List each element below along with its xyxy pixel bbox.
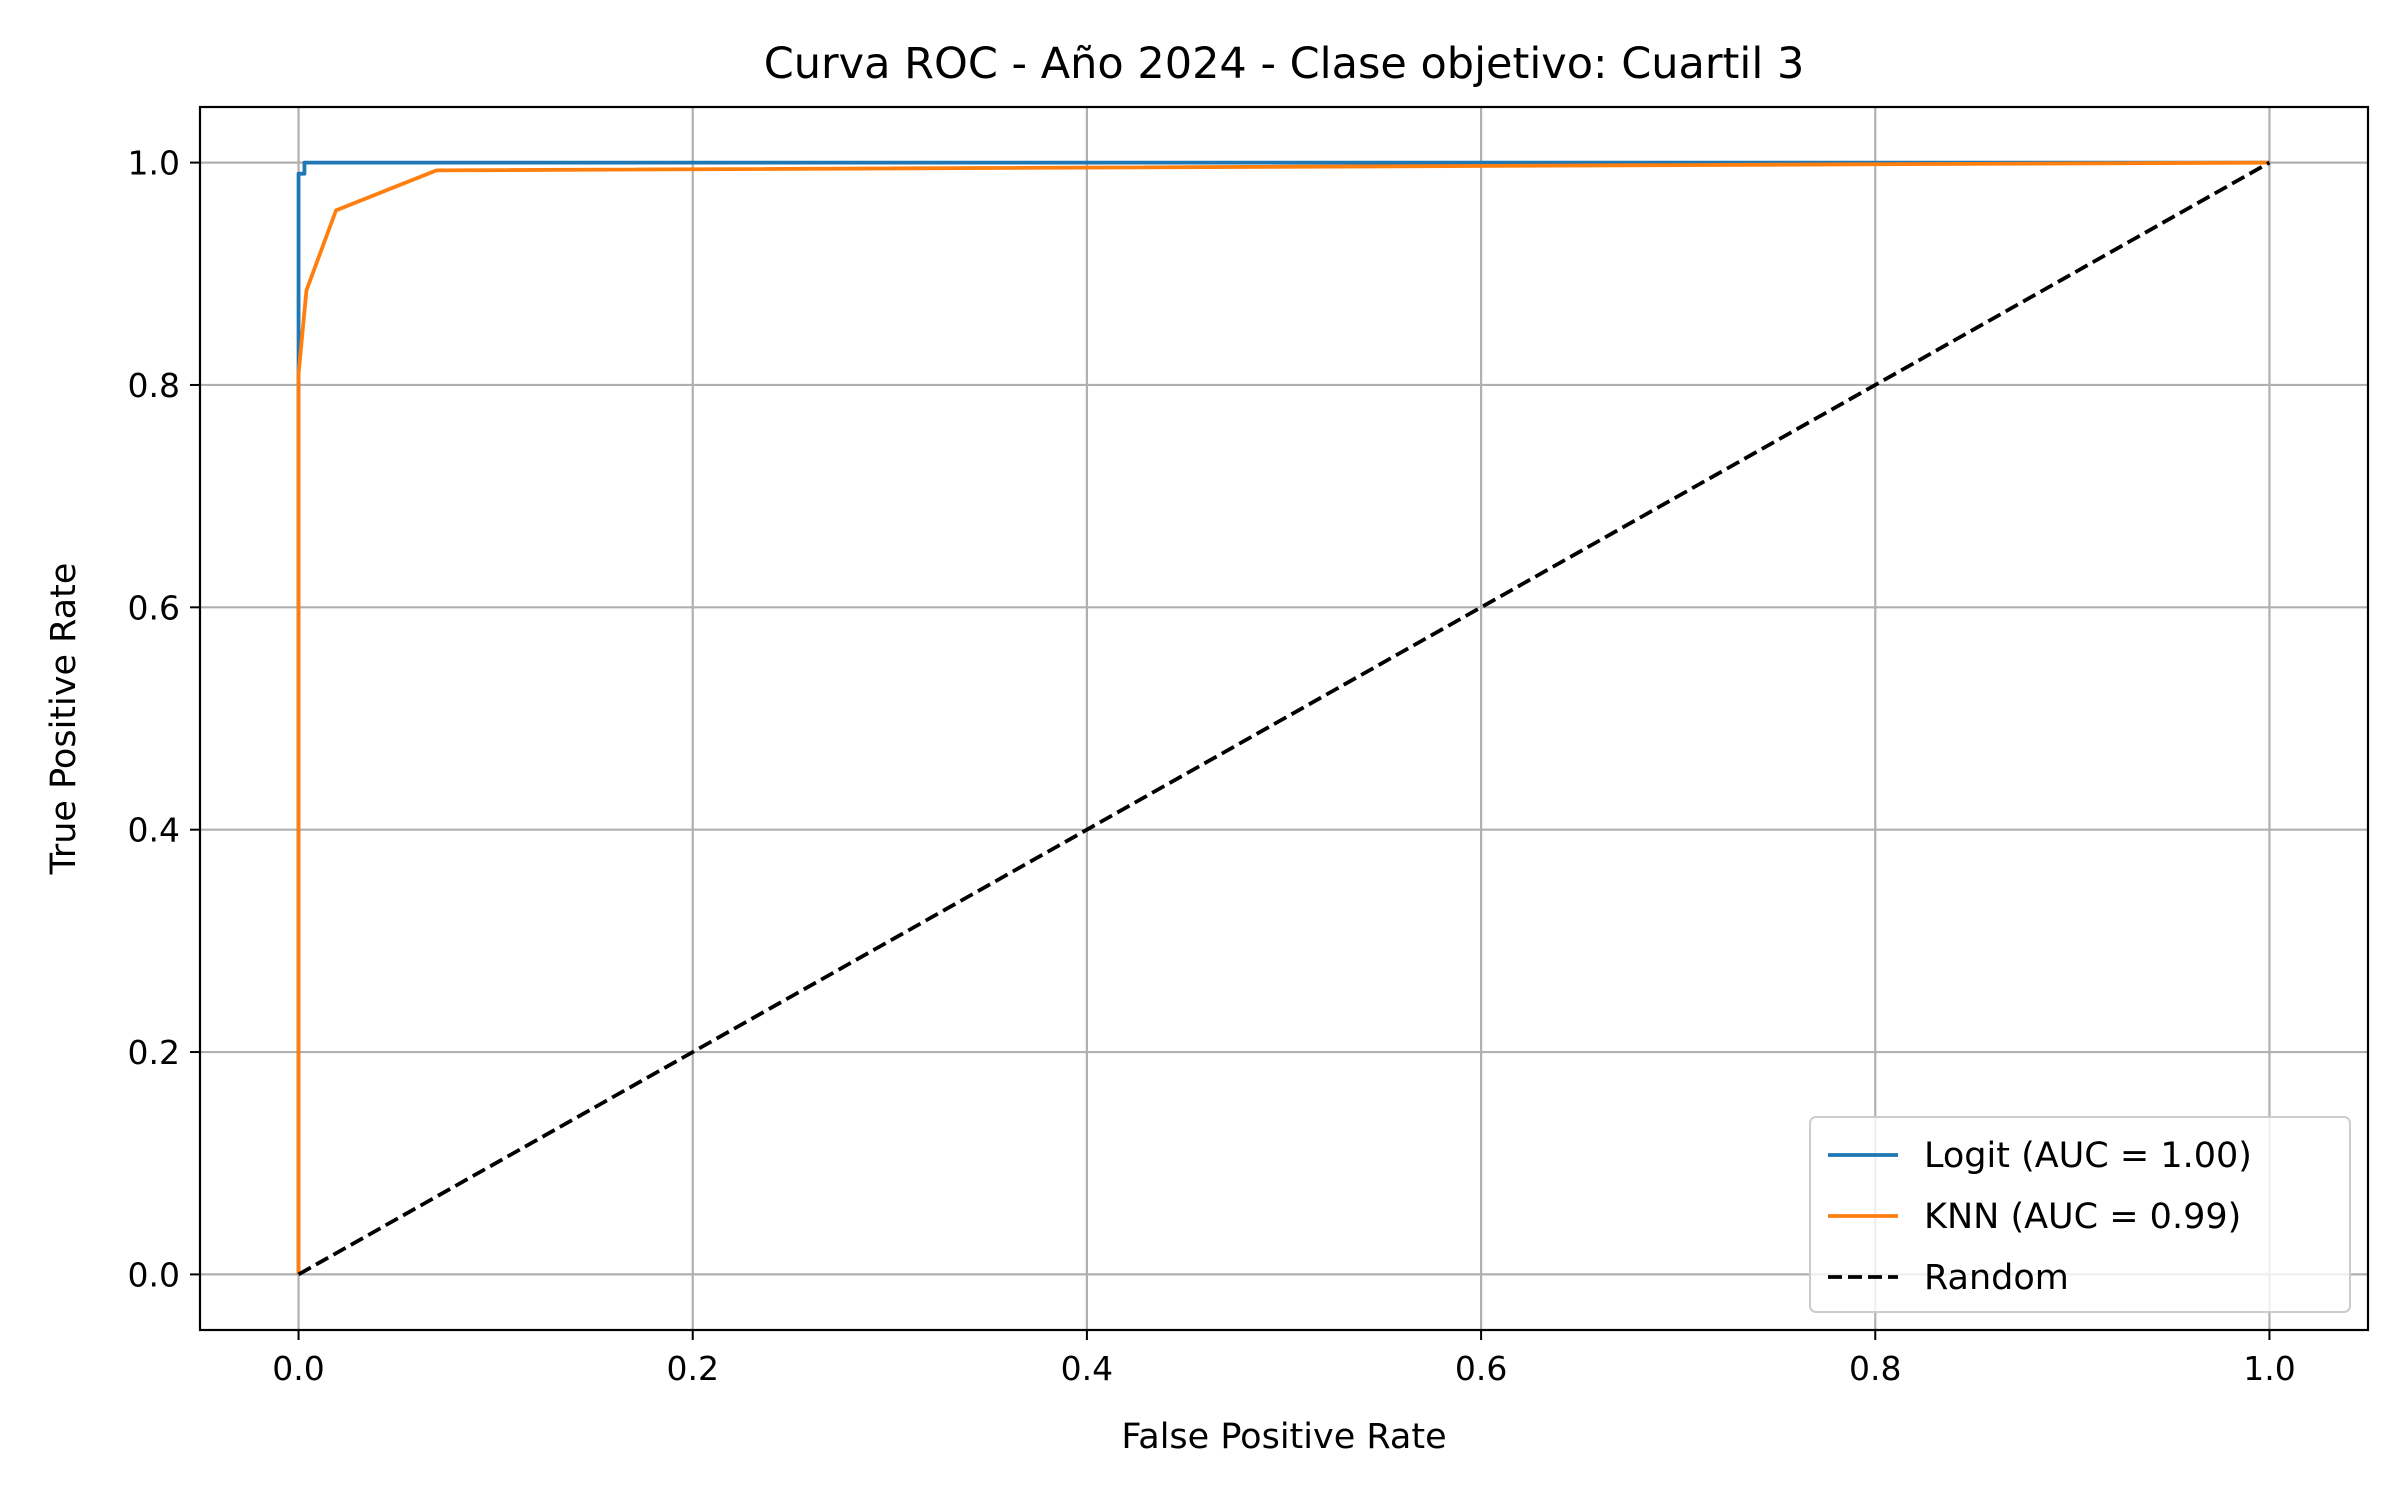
y-axis-label: True Positive Rate	[44, 563, 84, 876]
y-tick-label: 0.6	[128, 588, 180, 627]
chart-title: Curva ROC - Año 2024 - Clase objetivo: C…	[764, 39, 1805, 89]
x-tick-label: 0.2	[666, 1349, 718, 1388]
x-tick-label: 0.8	[1849, 1349, 1901, 1388]
y-tick-label: 0.2	[128, 1033, 180, 1072]
legend-box	[1809, 1116, 2351, 1313]
x-tick-label: 0.0	[272, 1349, 324, 1388]
y-tick-label: 0.4	[128, 811, 180, 850]
axis-ticks: 0.0 0.2 0.4 0.6 0.8 1.0 0.0 0.2 0.4 0.6 0.8 1.0	[128, 144, 2296, 1388]
legend-label: Logit (AUC = 1.00)	[1924, 1136, 2252, 1176]
x-axis-label: False Positive Rate	[1121, 1417, 1446, 1457]
legend-label: KNN (AUC = 0.99)	[1924, 1197, 2241, 1237]
series-line-1	[296, 160, 2270, 1275]
legend: Logit (AUC = 1.00) KNN (AUC = 0.99) Random	[1809, 1116, 2351, 1313]
x-tick-label: 0.6	[1455, 1349, 1507, 1388]
y-tick-label: 0.8	[128, 366, 180, 405]
series-line-2	[297, 160, 2271, 1277]
plot-frame	[198, 105, 2370, 1332]
y-tick-label: 0.0	[128, 1255, 180, 1294]
series-lines	[296, 160, 2271, 1277]
x-tick-label: 1.0	[2243, 1349, 2295, 1388]
legend-label: Random	[1924, 1258, 2069, 1298]
x-tick-label: 0.4	[1061, 1349, 1113, 1388]
y-tick-label: 1.0	[128, 144, 180, 183]
